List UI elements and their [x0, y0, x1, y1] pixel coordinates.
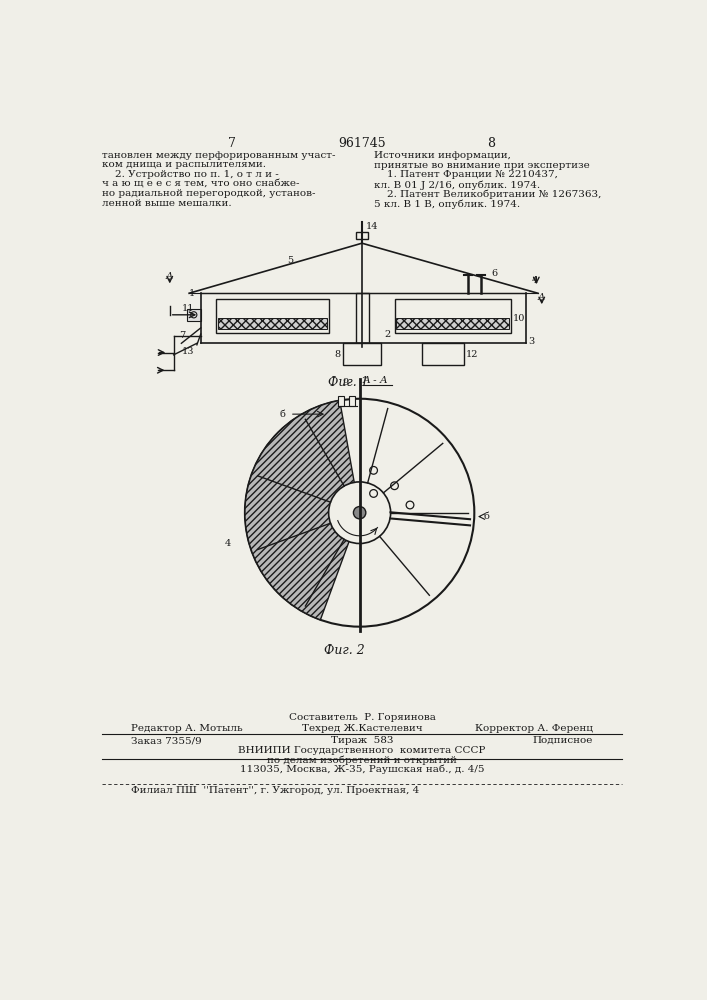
Circle shape	[329, 482, 391, 544]
Text: 9: 9	[343, 378, 349, 387]
Text: ком днища и распылителями.: ком днища и распылителями.	[103, 160, 267, 169]
Text: Корректор А. Ференц: Корректор А. Ференц	[475, 724, 593, 733]
Bar	[218, 318, 327, 329]
Bar	[349, 396, 355, 406]
Text: А: А	[538, 293, 545, 302]
Text: 5: 5	[287, 256, 293, 265]
Bar	[343, 343, 381, 365]
Text: 4: 4	[532, 276, 538, 285]
Text: б: б	[484, 512, 489, 521]
Text: Техред Ж.Кастелевич: Техред Ж.Кастелевич	[302, 724, 422, 733]
Text: по делам изобретений и открытий: по делам изобретений и открытий	[267, 755, 457, 765]
Text: 11: 11	[182, 304, 194, 313]
Text: Составитель  Р. Горяинова: Составитель Р. Горяинова	[288, 713, 436, 722]
Text: 6: 6	[491, 269, 498, 278]
Text: принятые во внимание при экспертизе: принятые во внимание при экспертизе	[373, 161, 590, 170]
Text: 14: 14	[366, 222, 378, 231]
Wedge shape	[245, 400, 360, 620]
Text: 7: 7	[228, 137, 235, 150]
Bar	[421, 343, 464, 365]
Text: 961745: 961745	[338, 137, 386, 150]
Bar	[396, 318, 509, 329]
Bar	[395, 299, 510, 333]
Text: 12: 12	[466, 350, 479, 359]
Text: тановлен между перфорированным участ-: тановлен между перфорированным участ-	[103, 151, 336, 160]
Text: 5 кл. В 1 В, опублик. 1974.: 5 кл. В 1 В, опублик. 1974.	[373, 199, 520, 209]
Text: А - А: А - А	[362, 376, 388, 385]
Text: Фиг. 1: Фиг. 1	[327, 376, 368, 389]
Text: ВНИИПИ Государственного  комитета СССР: ВНИИПИ Государственного комитета СССР	[238, 746, 486, 755]
Text: А: А	[166, 272, 173, 281]
Text: 1: 1	[189, 289, 195, 298]
Text: Тираж  583: Тираж 583	[331, 736, 393, 745]
Text: 2. Устройство по п. 1, о т л и -: 2. Устройство по п. 1, о т л и -	[103, 170, 279, 179]
Bar	[356, 293, 369, 343]
Text: Филиал ПШ  ''Патент'', г. Ужгород, ул. Проектная, 4: Филиал ПШ ''Патент'', г. Ужгород, ул. Пр…	[131, 786, 419, 795]
Bar	[187, 309, 201, 321]
Text: 2: 2	[385, 330, 391, 339]
Text: Заказ 7355/9: Заказ 7355/9	[131, 736, 201, 745]
Text: 113035, Москва, Ж-35, Раушская наб., д. 4/5: 113035, Москва, Ж-35, Раушская наб., д. …	[240, 764, 484, 774]
Text: 7: 7	[179, 331, 185, 340]
Text: 8: 8	[334, 350, 340, 359]
Text: ленной выше мешалки.: ленной выше мешалки.	[103, 199, 232, 208]
Text: Источники информации,: Источники информации,	[373, 151, 510, 160]
Text: 3: 3	[529, 337, 534, 346]
Text: кл. В 01 J 2/16, опублик. 1974.: кл. В 01 J 2/16, опублик. 1974.	[373, 180, 539, 190]
Text: 4: 4	[225, 539, 231, 548]
Bar	[216, 299, 329, 333]
Text: Редактор А. Мотыль: Редактор А. Мотыль	[131, 724, 243, 733]
Circle shape	[354, 507, 366, 519]
Bar	[356, 232, 368, 239]
Text: б: б	[279, 410, 285, 419]
Text: 1. Патент Франции № 2210437,: 1. Патент Франции № 2210437,	[373, 170, 557, 179]
Text: 8: 8	[487, 137, 496, 150]
Bar	[338, 396, 344, 406]
Text: Подписное: Подписное	[532, 736, 593, 745]
Text: 13: 13	[181, 347, 194, 356]
Text: 10: 10	[513, 314, 525, 323]
Text: но радиальной перегородкой, установ-: но радиальной перегородкой, установ-	[103, 189, 316, 198]
Text: 2. Патент Великобритании № 1267363,: 2. Патент Великобритании № 1267363,	[373, 190, 601, 199]
Text: Фиг. 2: Фиг. 2	[324, 644, 365, 657]
Text: ч а ю щ е е с я тем, что оно снабже-: ч а ю щ е е с я тем, что оно снабже-	[103, 180, 300, 189]
